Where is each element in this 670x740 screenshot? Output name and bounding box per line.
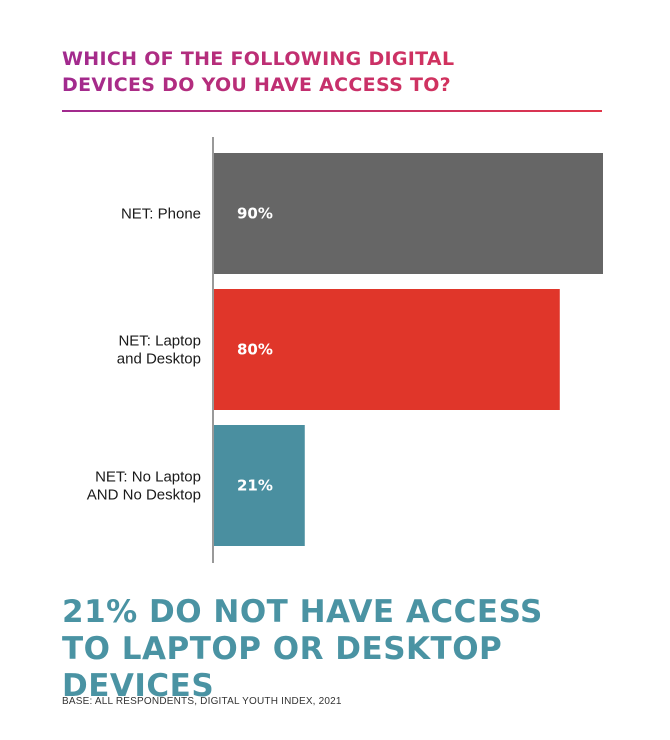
base-note: BASE: ALL RESPONDENTS, DIGITAL YOUTH IND… [62, 696, 342, 707]
title-divider [62, 110, 602, 112]
headline-line-1: 21% DO NOT HAVE ACCESS [62, 594, 543, 630]
bar-1 [214, 153, 603, 274]
category-label-2: NET: Laptop and Desktop [117, 333, 201, 368]
headline: 21% DO NOT HAVE ACCESS TO LAPTOP OR DESK… [62, 594, 662, 705]
value-label-1: 90% [237, 205, 273, 223]
value-label-2: 80% [237, 341, 273, 359]
category-label-3: NET: No Laptop AND No Desktop [87, 469, 201, 504]
bar-3 [214, 425, 305, 546]
value-label-3: 21% [237, 477, 273, 495]
category-label-1: NET: Phone [121, 206, 201, 223]
bar-chart: 90% NET: Phone 80% NET: Laptop and Desktop 21… [87, 137, 603, 563]
bar-2 [214, 289, 560, 410]
headline-line-2: TO LAPTOP OR DESKTOP DEVICES [62, 631, 503, 704]
